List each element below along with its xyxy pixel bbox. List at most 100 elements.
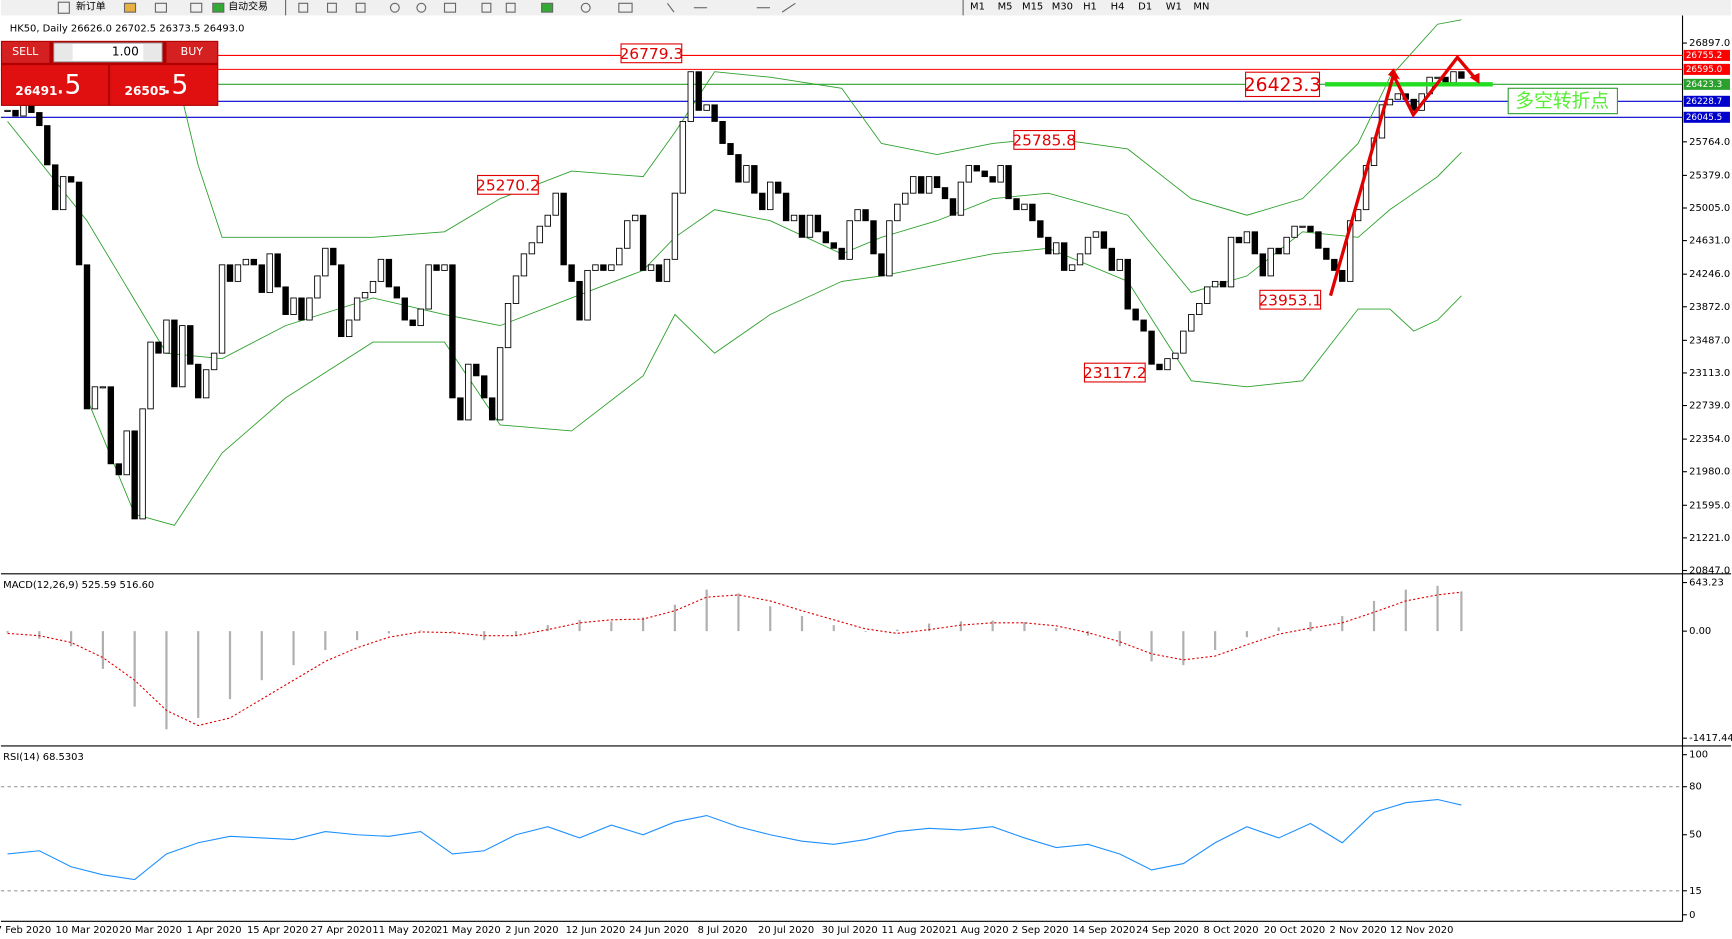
candle [306, 297, 313, 321]
candle [663, 258, 671, 282]
candle [99, 386, 107, 389]
toolbar-button[interactable]: 自动交易 [228, 0, 268, 13]
x-tick-label: 20 Oct 2020 [1264, 925, 1325, 936]
candle [814, 214, 822, 233]
candle [1331, 258, 1338, 271]
candle [1219, 280, 1227, 288]
level-tag [1683, 95, 1730, 107]
candle [282, 286, 289, 315]
candle [187, 325, 194, 365]
macd-bar [1118, 631, 1121, 647]
x-tick-label: 21 May 2020 [436, 925, 501, 936]
candle [314, 275, 321, 299]
timeframe[interactable]: D1 [1138, 2, 1152, 13]
timeframe[interactable]: H1 [1083, 2, 1097, 13]
chart-bg [0, 15, 1732, 939]
candle [258, 264, 265, 293]
bid-button[interactable] [2, 65, 108, 105]
macd-bar [197, 631, 200, 718]
bollinger-lower [86, 247, 1462, 526]
x-tick-label: 8 Oct 2020 [1203, 925, 1258, 936]
candle [465, 363, 472, 421]
macd-bar [1245, 631, 1248, 638]
timeframe[interactable]: M30 [1052, 2, 1073, 13]
y-tick-label: 23872.0 [1689, 302, 1730, 313]
buy-button[interactable] [166, 41, 218, 63]
candle [139, 408, 146, 520]
x-tick-label: 24 Sep 2020 [1136, 925, 1199, 936]
candle [1076, 253, 1084, 266]
timeframe[interactable]: W1 [1166, 2, 1182, 13]
candle [822, 231, 830, 244]
macd-bar [1436, 585, 1439, 632]
bid-pips: .5 [56, 70, 81, 101]
timeframe[interactable]: M5 [998, 2, 1013, 13]
timeframe[interactable]: M15 [1022, 2, 1043, 13]
level-label: 26045.5 [1686, 113, 1722, 123]
candle [671, 192, 679, 260]
macd-bar [6, 631, 9, 633]
arrow-head [1387, 68, 1401, 80]
macd-bar [70, 631, 73, 647]
candle [1108, 247, 1116, 271]
candle [1116, 258, 1123, 271]
candle [878, 253, 885, 277]
lot-up[interactable] [143, 44, 161, 61]
candle [584, 269, 591, 321]
candle [1148, 330, 1155, 365]
candle [1450, 71, 1457, 84]
candle [695, 71, 702, 111]
macd-bar [451, 631, 454, 633]
x-tick-label: 12 Jun 2020 [566, 925, 626, 936]
y-tick-label: 23113.0 [1689, 368, 1730, 379]
bid-price: 26491 [15, 84, 57, 98]
candle [655, 264, 663, 282]
candle [965, 165, 973, 183]
macd-bar [769, 606, 772, 632]
x-tick-label: 15 Apr 2020 [247, 925, 308, 936]
candle [123, 430, 130, 476]
timeframe[interactable]: M1 [970, 2, 985, 13]
y-tick-label: 0 [1689, 910, 1695, 921]
chart-title: HK50, Daily 26626.0 26702.5 26373.5 2649… [10, 24, 245, 35]
candle [1307, 225, 1314, 233]
lot-down[interactable] [54, 44, 73, 61]
macd-bar [1309, 622, 1312, 632]
timeframe[interactable]: H4 [1111, 2, 1125, 13]
candle [330, 247, 337, 266]
candle [218, 264, 226, 354]
bollinger-middle [7, 121, 1462, 360]
candle [838, 247, 845, 260]
x-tick-label: 12 Nov 2020 [1390, 925, 1454, 936]
candle [870, 220, 877, 255]
candle [624, 220, 631, 249]
candle [425, 264, 432, 310]
timeframe[interactable]: MN [1193, 2, 1209, 13]
candle [774, 181, 782, 194]
y-tick-label: 15 [1689, 886, 1702, 897]
candle [1060, 242, 1068, 271]
candle [457, 397, 464, 421]
candle [83, 264, 91, 410]
candle [1299, 225, 1306, 228]
candle [973, 165, 980, 172]
lot-field[interactable] [53, 42, 163, 63]
toolbar-button[interactable]: 新订单 [76, 0, 106, 13]
ask-button[interactable] [110, 65, 218, 105]
macd-bar [800, 616, 804, 632]
candle [751, 165, 758, 194]
candle [1458, 71, 1465, 79]
candle [353, 297, 361, 321]
sell-button[interactable] [2, 41, 50, 63]
y-tick-label: 21221.0 [1689, 533, 1730, 544]
candle [1394, 93, 1402, 100]
macd-bar [1086, 631, 1090, 636]
candle [1283, 236, 1290, 255]
candle [1013, 198, 1020, 211]
ask-pips: .5 [163, 70, 188, 101]
candle [202, 369, 210, 399]
candle [933, 176, 941, 189]
plot: 26897.0 25764.0 25379.0 25005.0 24631.0 24246… [0, 19, 1732, 936]
candle [727, 143, 734, 155]
